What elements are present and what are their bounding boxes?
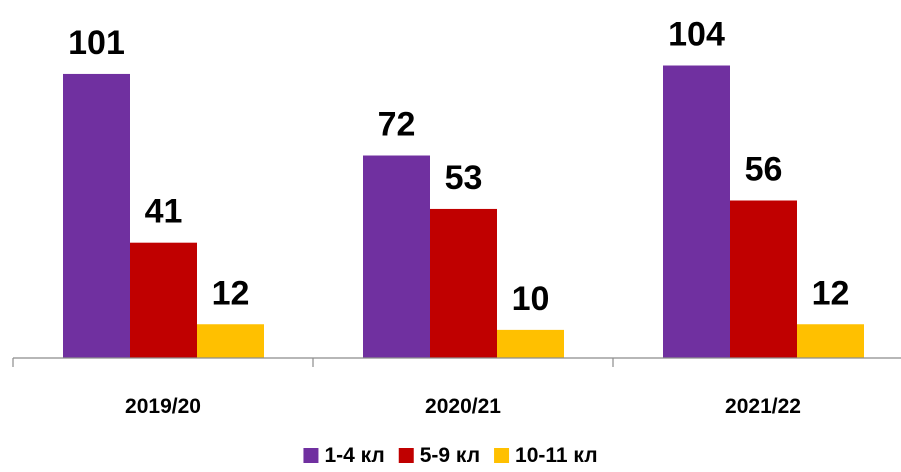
legend-label: 5-9 кл [420,444,480,467]
data-label: 56 [745,151,783,189]
legend-swatch [398,448,414,463]
bar-1-2019-20 [63,73,130,358]
data-label: 72 [378,106,416,144]
x-axis [12,357,901,367]
x-tick-label: 2019/20 [125,395,201,418]
bar-2-2021-22 [730,200,797,358]
legend-swatch [303,448,319,463]
bar-3-2020-21 [497,329,564,358]
x-tick-labels: 2019/20 2020/21 2021/22 [125,395,801,418]
data-label: 10 [512,280,550,318]
data-label: 104 [668,16,725,54]
bar-1-2020-21 [363,155,430,358]
legend: 1-4 кл 5-9 кл 10-11 кл [303,444,598,467]
bars-layer [63,65,864,358]
legend-label: 10-11 кл [515,444,598,467]
bar-2-2019-20 [130,242,197,358]
legend-swatch [494,448,510,463]
bar-1-2021-22 [663,65,730,358]
bar-3-2021-22 [797,324,864,358]
x-tick-label: 2020/21 [425,395,501,418]
data-label: 41 [145,193,183,231]
data-label: 12 [812,274,850,312]
bar-3-2019-20 [197,324,264,358]
data-label: 12 [212,274,250,312]
legend-label: 1-4 кл [324,444,384,467]
bar-2-2020-21 [430,208,497,358]
data-label: 101 [68,24,125,62]
x-tick-label: 2021/22 [725,395,801,418]
data-label: 53 [445,159,483,197]
value-labels-layer: 101 41 12 72 53 10 104 56 12 [68,16,849,318]
